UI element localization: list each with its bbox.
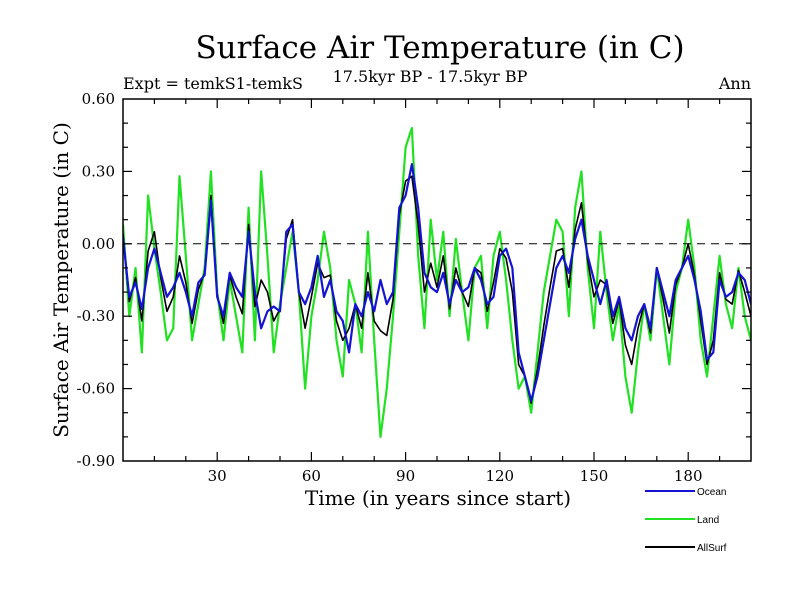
y-tick-label: 0.30 [82,162,115,180]
x-tick-label: 120 [485,467,514,485]
x-tick-label: 30 [208,467,227,485]
chart-subtitle: 17.5kyr BP - 17.5kyr BP [333,67,528,86]
x-tick-label: 60 [302,467,321,485]
series-layer [123,126,751,438]
x-tick-label: 150 [580,467,609,485]
y-axis-label: Surface Air Temperature (in C) [49,122,73,438]
chart-title: Surface Air Temperature (in C) [195,30,684,66]
plot-area: 30 60 90 120 150 180 -0.90 -0.60 -0.30 0.00 0.30 0.… [77,90,752,485]
y-tick-label: -0.60 [77,380,115,398]
x-tick-label: 90 [396,467,415,485]
y-tick-label: -0.90 [77,452,115,470]
x-axis-label: Time (in years since start) [305,486,571,510]
y-tick-label: 0.00 [82,235,115,253]
experiment-label: Expt = temkS1-temkS [123,74,303,93]
series-line-ocean [123,163,751,402]
legend: Ocean Land AllSurf [645,487,727,554]
legend-label-ocean: Ocean [697,487,726,498]
legend-label-land: Land [697,515,719,526]
tick-layer: 30 60 90 120 150 180 -0.90 -0.60 -0.30 0.00 0.30 0.… [77,90,751,485]
y-tick-label: -0.30 [77,307,115,325]
y-tick-label: 0.60 [82,90,115,108]
legend-label-allsurf: AllSurf [697,543,727,554]
x-tick-label: 180 [674,467,703,485]
season-label: Ann [718,74,751,93]
